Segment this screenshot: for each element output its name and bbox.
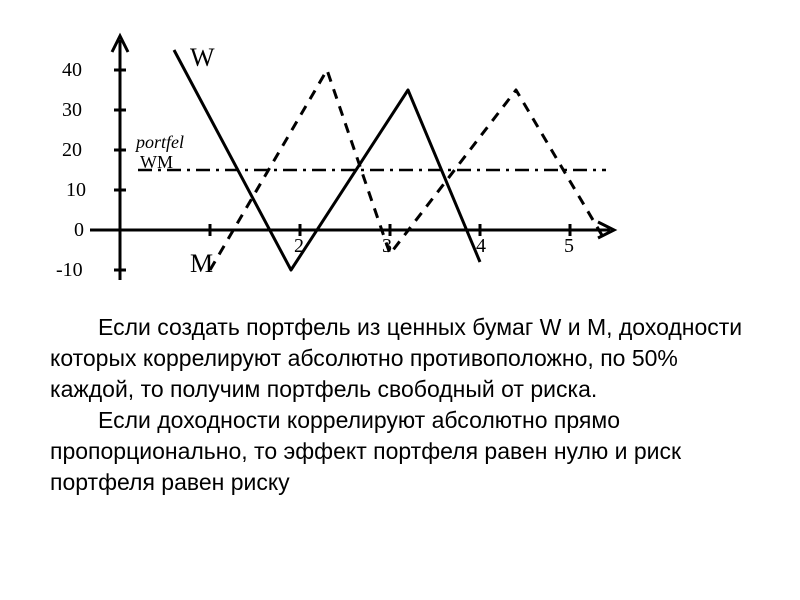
ytick-0: 0 <box>74 219 84 241</box>
axis-labels: 40 30 20 10 0 -10 2 3 4 5 W M portfel WM <box>56 43 574 281</box>
chart: 40 30 20 10 0 -10 2 3 4 5 W M portfel WM <box>50 30 630 290</box>
label-w: W <box>190 43 215 72</box>
label-m: M <box>190 249 213 278</box>
caption: Если создать портфель из ценных бумаг W … <box>50 312 750 498</box>
xtick-3: 3 <box>382 235 392 257</box>
label-portfel: portfel <box>134 132 184 152</box>
xtick-4: 4 <box>476 235 486 257</box>
xtick-2: 2 <box>294 235 304 257</box>
xtick-5: 5 <box>564 235 574 257</box>
label-wm: WM <box>140 152 173 172</box>
ytick-40: 40 <box>62 59 82 81</box>
figure-container: 40 30 20 10 0 -10 2 3 4 5 W M portfel WM… <box>0 0 800 498</box>
ytick-20: 20 <box>62 139 82 161</box>
ytick-30: 30 <box>62 99 82 121</box>
caption-p1: Если создать портфель из ценных бумаг W … <box>50 312 750 405</box>
ytick-m10: -10 <box>56 259 83 281</box>
ytick-10: 10 <box>66 179 86 201</box>
caption-p2: Если доходности коррелируют абсолютно пр… <box>50 405 750 498</box>
series-w <box>174 50 480 270</box>
